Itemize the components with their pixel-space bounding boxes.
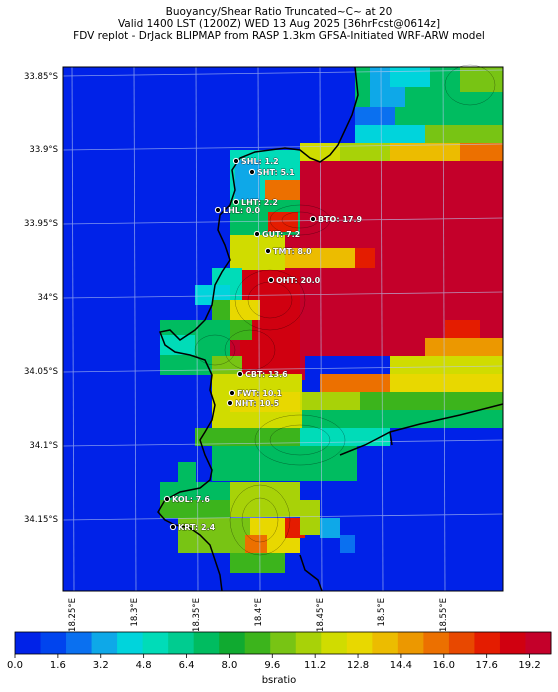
colorbar — [14, 631, 552, 658]
station-marker — [253, 230, 261, 238]
station-marker — [267, 276, 275, 284]
station-label: OHT: 20.0 — [276, 276, 321, 285]
longitude-tick-label: 18.25°E — [68, 598, 78, 632]
field-cells — [160, 67, 503, 573]
colorbar-swatch — [448, 632, 475, 654]
station-marker — [264, 247, 272, 255]
longitude-tick-label: 18.45°E — [316, 598, 326, 632]
colorbar-swatch — [193, 632, 220, 654]
map-title-line2: Valid 1400 LST (1200Z) WED 13 Aug 2025 [… — [117, 18, 441, 30]
colorbar-swatch — [499, 632, 526, 654]
longitude-tick-label: 18.35°E — [192, 598, 202, 632]
map-title-line1: Buoyancy/Shear Ratio Truncated~C~ at 20 — [165, 6, 393, 18]
colorbar-swatch — [423, 632, 450, 654]
station-label: LHL: 0.0 — [223, 206, 260, 215]
colorbar-tick-label: 8.0 — [221, 660, 238, 671]
colorbar-swatch — [168, 632, 195, 654]
colorbar-swatch — [372, 632, 399, 654]
colorbar-swatch — [525, 632, 552, 654]
station-marker — [309, 215, 317, 223]
station-marker — [226, 399, 234, 407]
colorbar-frame — [14, 631, 552, 655]
colorbar-tick-label: 1.6 — [49, 660, 66, 671]
colorbar-swatch — [40, 632, 67, 654]
colorbar-swatch — [244, 632, 271, 654]
coastline — [157, 66, 504, 592]
latitude-tick-label: 34.1°S — [29, 441, 58, 451]
terrain-contours — [194, 64, 496, 556]
station-marker — [236, 370, 244, 378]
colorbar-tick-label: 16.0 — [432, 660, 455, 671]
colorbar-swatch — [219, 632, 246, 654]
colorbar-tick-label: 11.2 — [304, 660, 327, 671]
station-marker — [248, 168, 256, 176]
longitude-tick-label: 18.5°E — [377, 598, 387, 627]
station-marker — [169, 523, 177, 531]
colorbar-tick-label: 19.2 — [518, 660, 541, 671]
latitude-tick-label: 34°S — [37, 293, 58, 303]
colorbar-swatch — [142, 632, 169, 654]
map-frame — [62, 66, 504, 592]
latitude-tick-label: 33.9°S — [29, 145, 58, 155]
colorbar-tick-label: 14.4 — [389, 660, 413, 671]
colorbar-swatch — [15, 632, 42, 654]
latitude-tick-label: 34.15°S — [24, 515, 58, 525]
station-label: SHT: 5.1 — [257, 168, 295, 177]
station-label: BTO: 17.9 — [318, 215, 363, 224]
colorbar-swatch — [91, 632, 118, 654]
station-marker — [214, 206, 222, 214]
colorbar-swatch — [117, 632, 144, 654]
colorbar-swatch — [66, 632, 93, 654]
map-title-line3: FDV replot - DrJack BLIPMAP from RASP 1.… — [73, 30, 485, 42]
colorbar-tick-label: 17.6 — [475, 660, 498, 671]
colorbar-tick-label: 4.8 — [135, 660, 152, 671]
station-marker — [163, 495, 171, 503]
latitude-tick-label: 33.85°S — [24, 72, 58, 82]
colorbar-tick-label: 6.4 — [178, 660, 195, 671]
station-label: KOL: 7.6 — [172, 495, 210, 504]
latitude-tick-label: 33.95°S — [24, 219, 58, 229]
longitude-tick-label: 18.3°E — [130, 598, 140, 627]
station-marker — [228, 389, 236, 397]
station-marker — [232, 198, 240, 206]
station-label: NHT: 10.5 — [235, 399, 280, 408]
station-label: TMT: 8.0 — [273, 247, 312, 256]
colorbar-swatch — [321, 632, 348, 654]
colorbar-swatch — [474, 632, 501, 654]
colorbar-tick-label: 9.6 — [264, 660, 281, 671]
colorbar-swatch — [270, 632, 297, 654]
longitude-tick-label: 18.55°E — [439, 598, 449, 632]
colorbar-tick-label: 0.0 — [7, 660, 23, 671]
station-marker — [232, 157, 240, 165]
colorbar-swatch — [397, 632, 424, 654]
longitude-tick-label: 18.4°E — [254, 598, 264, 627]
colorbar-swatch — [295, 632, 322, 654]
colorbar-tick-label: 3.2 — [92, 660, 109, 671]
station-label: GUT: 7.2 — [262, 230, 300, 239]
station-label: LHT: 2.2 — [241, 198, 278, 207]
station-label: SHL: 1.2 — [241, 157, 279, 166]
station-label: FWT: 10.1 — [237, 389, 282, 398]
station-label: KRT: 2.4 — [178, 523, 216, 532]
colorbar-tick-label: 12.8 — [346, 660, 370, 671]
colorbar-swatch — [346, 632, 373, 654]
latitude-tick-label: 34.05°S — [24, 367, 58, 377]
colorbar-title: bsratio — [261, 675, 297, 686]
station-label: CBT: 13.6 — [245, 370, 288, 379]
